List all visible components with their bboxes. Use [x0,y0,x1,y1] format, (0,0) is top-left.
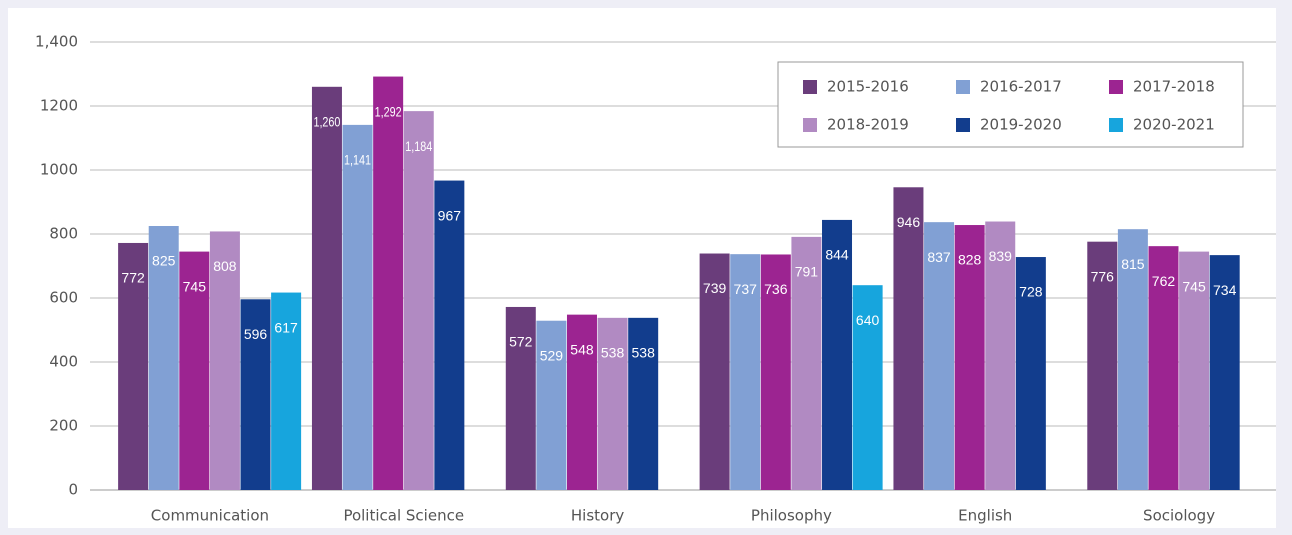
value-label: 734 [1213,282,1237,298]
bar [985,221,1016,490]
bar [434,180,465,490]
x-tick-label: Philosophy [751,507,832,525]
legend-swatch [803,118,817,132]
legend-swatch [1109,80,1123,94]
y-tick-label: 400 [49,353,78,371]
bar [179,251,210,490]
bar [822,219,853,491]
value-label: 745 [1182,278,1206,294]
y-tick-label: 1000 [40,161,78,179]
y-tick-label: 0 [68,481,78,499]
value-label: 776 [1091,268,1115,284]
value-label: 825 [152,253,176,269]
bar [1148,246,1179,490]
value-label: 745 [183,278,207,294]
bar [342,124,373,490]
bar [566,314,597,490]
y-tick-label: 600 [49,289,78,307]
value-label: 529 [540,347,564,363]
legend-label: 2016-2017 [980,78,1062,96]
value-label: 762 [1152,273,1176,289]
bar [924,222,955,490]
y-tick-label: 1200 [40,97,78,115]
legend-box [777,61,1244,148]
value-label: 596 [244,326,268,342]
value-label: 737 [734,281,758,297]
value-label: 791 [795,264,819,280]
y-tick-label: 200 [49,417,78,435]
bar [893,187,924,490]
value-label: 1,184 [405,138,432,154]
value-label: 640 [856,312,880,328]
legend-swatch [1109,118,1123,132]
x-tick-label: History [571,507,624,525]
bar [311,86,342,491]
value-label: 946 [897,214,921,230]
value-label: 548 [570,341,594,357]
bar [730,254,761,490]
bar [699,253,730,490]
value-label: 1,141 [344,152,371,168]
value-label: 728 [1019,284,1043,300]
bar [209,231,240,490]
x-tick-label: Political Science [343,507,464,525]
bar [954,225,985,491]
legend-swatch [956,118,970,132]
bar [1179,251,1210,490]
y-tick-label: 800 [49,225,78,243]
x-tick-label: Communication [151,507,269,525]
value-label: 572 [509,334,533,350]
y-tick-label: 1,400 [35,33,78,51]
legend-swatch [803,80,817,94]
bar [760,254,791,490]
value-label: 844 [825,247,849,263]
legend-label: 2015-2016 [827,78,909,96]
bar [1015,257,1046,490]
x-tick-label: English [958,507,1012,525]
value-label: 617 [274,319,298,335]
bar [597,317,628,490]
bar [1117,229,1148,490]
bar [852,285,883,490]
value-label: 739 [703,280,727,296]
value-label: 1,292 [375,103,402,119]
bar [505,306,536,490]
bar [536,320,567,490]
value-label: 1,260 [313,114,340,130]
value-label: 828 [958,252,982,268]
value-label: 736 [764,281,788,297]
value-label: 538 [601,345,625,361]
value-label: 815 [1121,256,1145,272]
bar [628,317,659,490]
value-label: 837 [927,249,951,265]
bar [1087,241,1118,490]
bar [791,236,822,490]
bar [118,242,149,490]
bar [240,299,271,490]
bar [373,76,404,490]
value-label: 967 [438,207,462,223]
legend-label: 2017-2018 [1133,78,1215,96]
bar [403,111,434,491]
value-label: 772 [121,270,145,286]
value-label: 538 [632,345,656,361]
legend-label: 2019-2020 [980,116,1062,134]
legend-label: 2020-2021 [1133,116,1215,134]
bar [1209,255,1240,490]
legend-label: 2018-2019 [827,116,909,134]
legend-swatch [956,80,970,94]
value-label: 839 [989,248,1013,264]
x-tick-label: Sociology [1143,507,1215,525]
bar [271,292,302,490]
bar [148,226,179,490]
value-label: 808 [213,258,237,274]
